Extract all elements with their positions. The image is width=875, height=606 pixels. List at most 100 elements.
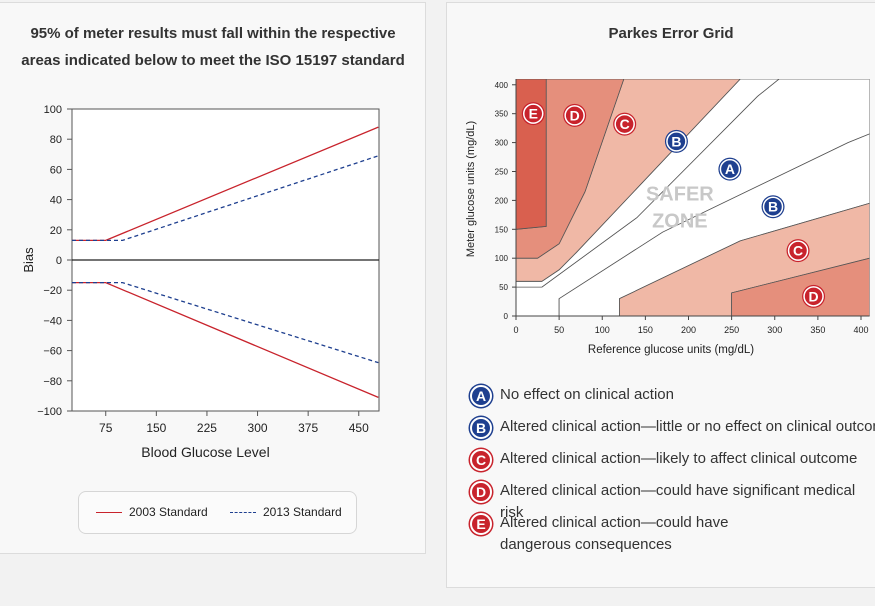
parkes-y-tick-label: 50 — [499, 283, 508, 292]
key-item-d: D Altered clinical action—could have sig… — [470, 480, 875, 524]
legend-swatch-2013 — [230, 511, 256, 513]
zone-badge-ring — [564, 105, 585, 126]
parkes-y-tick-label: 150 — [495, 225, 509, 234]
zone-e-region — [516, 79, 547, 230]
parkes-y-tick-label: 250 — [495, 167, 509, 176]
badge-d-icon: D — [470, 481, 492, 503]
badge-b-icon: B — [470, 417, 492, 439]
parkes-y-tick-label: 300 — [495, 139, 509, 148]
y-tick-label: 40 — [50, 195, 62, 207]
parkes-x-tick-label: 250 — [724, 325, 739, 335]
legend-swatch-2003 — [96, 511, 122, 513]
zone-badge-letter: C — [620, 116, 630, 132]
zone-c-badge-icon — [613, 112, 637, 136]
zone-e-badge-icon — [521, 102, 545, 126]
x-tick-label: 225 — [197, 421, 217, 435]
parkes-y-tick-label: 0 — [504, 312, 509, 321]
zone-c-badge-icon — [786, 239, 810, 263]
parkes-plot-area: SAFER ZONE E D C B A B C D — [516, 79, 870, 316]
zone-badge-ring — [666, 131, 687, 152]
parkes-y-tick-label: 100 — [495, 254, 509, 263]
key-text-c: Altered clinical action—likely to affect… — [500, 450, 858, 467]
zone-badge-ring — [614, 113, 635, 135]
iso-chart-title: 95% of meter results must fall within th… — [0, 20, 426, 74]
iso-title-line-1: 95% of meter results must fall within th… — [30, 25, 396, 42]
x-tick-label: 300 — [248, 421, 268, 435]
x-tick-label: 150 — [146, 421, 166, 435]
zone-b-badge-icon — [761, 195, 785, 219]
legend-item-2013: 2013 Standard — [230, 505, 342, 519]
y-tick-label: −80 — [43, 376, 62, 388]
zone-badge-ring — [803, 286, 824, 307]
zone-badge-ring — [787, 240, 809, 261]
zone-b-badge-icon — [664, 129, 688, 153]
safer-zone-label-line1: SAFER — [646, 183, 714, 205]
zone-d-region — [731, 257, 870, 316]
series-line-2003-standard-lower — [72, 281, 379, 399]
key-text-d: Altered clinical action—could have signi… — [500, 482, 856, 521]
zone-badge-letter: D — [809, 288, 819, 304]
y-tick-label: 60 — [50, 164, 62, 176]
parkes-y-tick-label: 200 — [495, 196, 509, 205]
safer-zone-label-line2: ZONE — [652, 210, 708, 232]
parkes-chart: SAFER ZONE E D C B A B C D 0 50 100 150 200 250 300 350 40… — [465, 79, 870, 356]
key-text-e: Altered clinical action—could have dange… — [500, 514, 729, 553]
zone-badge-ring — [762, 196, 784, 217]
key-item-b: B Altered clinical action—little or no e… — [470, 416, 875, 439]
parkes-x-tick-label: 100 — [595, 325, 610, 335]
parkes-x-tick-label: 0 — [513, 325, 518, 335]
zone-badge-letter: A — [725, 161, 735, 177]
y-axis-label: Bias — [21, 247, 36, 273]
zone-badge-letter: D — [570, 107, 580, 123]
legend-label-2013: 2013 Standard — [263, 505, 342, 519]
y-tick-label: −20 — [43, 285, 62, 297]
legend-item-2003: 2003 Standard — [96, 505, 208, 519]
parkes-y-tick-label: 350 — [495, 110, 509, 119]
parkes-x-tick-label: 400 — [853, 325, 868, 335]
parkes-y-axis-label: Meter glucose units (mg/dL) — [465, 121, 477, 257]
y-tick-label: 100 — [44, 104, 62, 116]
y-tick-label: −60 — [43, 346, 62, 358]
badge-a-icon: A — [470, 385, 492, 407]
y-tick-label: −40 — [43, 315, 62, 327]
parkes-x-axis-label: Reference glucose units (mg/dL) — [588, 344, 754, 356]
zone-badge-ring — [719, 158, 741, 180]
iso-title-line-2: areas indicated below to meet the ISO 15… — [21, 52, 405, 69]
legend-label-2003: 2003 Standard — [129, 505, 208, 519]
y-tick-label: 0 — [56, 255, 62, 267]
key-text-b: Altered clinical action—little or no eff… — [500, 418, 875, 435]
key-item-e: E Altered clinical action—could have dan… — [470, 512, 800, 556]
x-tick-label: 375 — [298, 421, 318, 435]
zone-d-badge-icon — [563, 103, 587, 127]
badge-e-icon: E — [470, 513, 492, 535]
zone-badge-ring — [523, 103, 544, 124]
series-line-2013-standard-upper — [72, 155, 379, 242]
parkes-x-tick-label: 200 — [681, 325, 696, 335]
key-item-a: A No effect on clinical action — [470, 384, 875, 407]
bias-chart-legend: 2003 Standard 2013 Standard — [78, 491, 357, 534]
zone-badge-letter: C — [793, 243, 803, 259]
parkes-x-tick-label: 150 — [638, 325, 653, 335]
y-tick-label: −100 — [37, 406, 62, 418]
badge-c-icon: C — [470, 449, 492, 471]
zone-a-badge-icon — [718, 157, 742, 181]
zone-badge-letter: E — [529, 106, 538, 122]
series-line-2013-standard-lower — [72, 281, 379, 364]
zone-d-badge-icon — [802, 284, 826, 308]
y-tick-label: 20 — [50, 225, 62, 237]
x-tick-label: 450 — [349, 421, 369, 435]
x-axis-label: Blood Glucose Level — [141, 444, 269, 460]
series-line-2003-standard-upper — [72, 126, 379, 242]
zone-badge-letter: B — [671, 133, 681, 149]
y-tick-label: 80 — [50, 134, 62, 146]
parkes-y-tick-label: 400 — [495, 81, 509, 90]
parkes-x-tick-label: 300 — [767, 325, 782, 335]
key-text-a: No effect on clinical action — [500, 386, 674, 403]
x-tick-label: 75 — [99, 421, 113, 435]
zone-badge-letter: B — [768, 199, 778, 215]
parkes-x-tick-label: 350 — [810, 325, 825, 335]
key-item-c: C Altered clinical action—likely to affe… — [470, 448, 875, 471]
bias-chart: 100 80 60 40 20 0 −20 −40 −60 −80 −100 75 150 225 300 3… — [21, 104, 380, 460]
parkes-grid-title: Parkes Error Grid — [608, 25, 734, 42]
